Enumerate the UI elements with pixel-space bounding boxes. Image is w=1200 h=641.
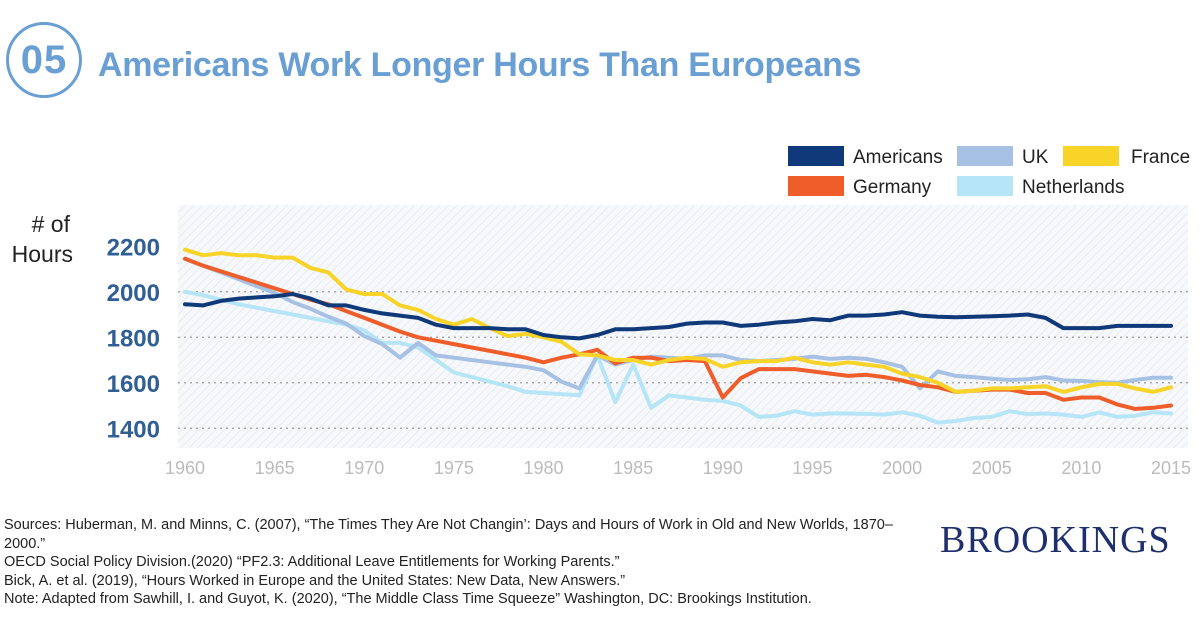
y-tick-label: 1600 xyxy=(107,371,160,398)
sources-note: Sources: Huberman, M. and Minns, C. (200… xyxy=(4,516,904,609)
legend-label: Germany xyxy=(853,177,932,198)
legend-item-germany: Germany xyxy=(788,176,932,198)
legend-item-americans: Americans xyxy=(788,146,943,168)
legend: Americans UK France Germany Netherlands xyxy=(788,146,1190,198)
legend-swatch xyxy=(788,176,844,196)
y-tick-label: 1800 xyxy=(107,325,160,352)
x-tick-label: 2010 xyxy=(1061,458,1101,478)
legend-swatch xyxy=(788,146,844,166)
x-tick-label: 1995 xyxy=(792,458,832,478)
legend-swatch xyxy=(957,176,1013,196)
x-tick-label: 1975 xyxy=(434,458,474,478)
y-tick-label: 1400 xyxy=(107,416,160,443)
line-chart: 1960 1965 1970 1975 1980 1985 1990 1995 2000 2005… xyxy=(12,146,1191,478)
x-tick-label: 1985 xyxy=(613,458,653,478)
x-tick-label: 1990 xyxy=(703,458,743,478)
x-tick-label: 2005 xyxy=(972,458,1012,478)
series-line-americans xyxy=(183,292,1173,341)
y-tick-label: 2200 xyxy=(107,234,160,261)
y-axis: 1400 1600 1800 2000 2200 xyxy=(107,234,160,443)
source-line: OECD Social Policy Division.(2020) “PF2.… xyxy=(4,554,620,570)
x-tick-label: 1960 xyxy=(165,458,205,478)
source-line: Bick, A. et al. (2019), “Hours Worked in… xyxy=(4,572,626,589)
series-lines xyxy=(183,247,1173,425)
legend-label: Netherlands xyxy=(1022,177,1124,198)
chart-number: 05 xyxy=(20,37,68,82)
brookings-logo: BROOKINGS xyxy=(940,519,1171,561)
legend-item-france: France xyxy=(1063,146,1190,168)
legend-label: Americans xyxy=(853,147,943,168)
gridlines xyxy=(178,291,1188,429)
chart-title: Americans Work Longer Hours Than Europea… xyxy=(98,46,862,84)
legend-swatch xyxy=(957,146,1013,166)
legend-swatch xyxy=(1063,146,1119,166)
legend-label: UK xyxy=(1022,147,1049,168)
chart-number-badge: 05 xyxy=(6,22,82,98)
x-tick-label: 1980 xyxy=(524,458,564,478)
legend-item-netherlands: Netherlands xyxy=(957,176,1124,198)
x-tick-label: 2015 xyxy=(1151,458,1191,478)
plot-area xyxy=(178,205,1188,448)
legend-label: France xyxy=(1131,147,1190,168)
source-line: Sources: Huberman, M. and Minns, C. (200… xyxy=(4,517,893,552)
y-axis-label-line2: Hours xyxy=(12,241,73,267)
x-tick-label: 1970 xyxy=(344,458,384,478)
y-tick-label: 2000 xyxy=(107,280,160,307)
x-tick-label: 2000 xyxy=(882,458,922,478)
x-axis: 1960 1965 1970 1975 1980 1985 1990 1995 2000 2005… xyxy=(165,458,1191,478)
y-axis-label-line1: # of xyxy=(32,211,71,237)
series-line-france xyxy=(183,247,1173,394)
legend-item-uk: UK xyxy=(957,146,1049,168)
x-tick-label: 1965 xyxy=(255,458,295,478)
source-line: Note: Adapted from Sawhill, I. and Guyot… xyxy=(4,591,812,607)
